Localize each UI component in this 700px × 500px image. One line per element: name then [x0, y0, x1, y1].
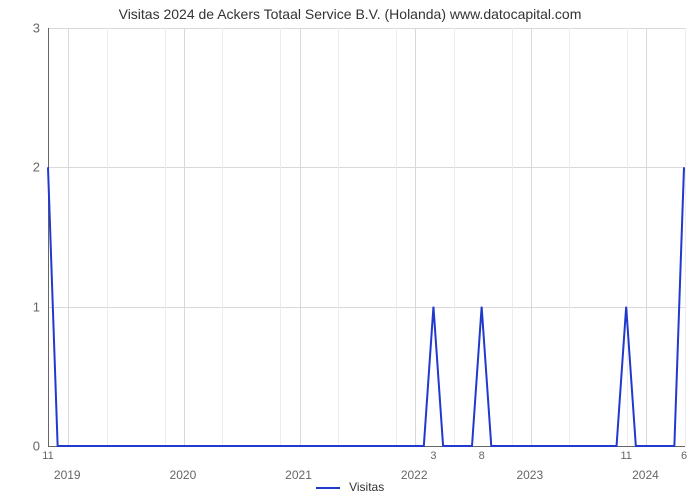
gridline-v-minor: [685, 28, 686, 446]
ytick-label: 1: [10, 299, 40, 314]
ytick-label: 3: [10, 21, 40, 36]
xtick-month-label: 8: [479, 450, 485, 462]
chart-title: Visitas 2024 de Ackers Totaal Service B.…: [0, 6, 700, 22]
xtick-year-label: 2020: [170, 468, 197, 482]
line-series-svg: [48, 28, 684, 446]
legend-label-visitas: Visitas: [349, 480, 384, 494]
ytick-label: 0: [10, 439, 40, 454]
xtick-month-label: 6: [681, 450, 687, 462]
xtick-year-label: 2021: [285, 468, 312, 482]
xtick-year-label: 2024: [632, 468, 659, 482]
xtick-month-label: 11: [42, 450, 53, 462]
chart-container: Visitas 2024 de Ackers Totaal Service B.…: [0, 0, 700, 500]
ytick-label: 2: [10, 160, 40, 175]
xtick-month-label: 11: [620, 450, 631, 462]
xtick-month-label: 3: [430, 450, 436, 462]
xtick-year-label: 2023: [516, 468, 543, 482]
series-visitas: [48, 167, 684, 446]
xtick-year-label: 2019: [54, 468, 81, 482]
legend-mark-visitas: [316, 487, 340, 489]
xtick-year-label: 2022: [401, 468, 428, 482]
legend: Visitas: [0, 480, 700, 494]
